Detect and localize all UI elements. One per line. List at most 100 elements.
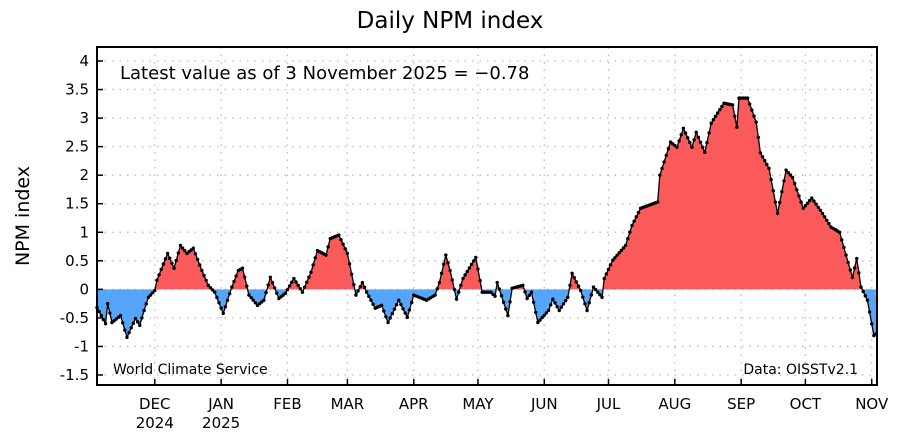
data-point [183, 249, 187, 253]
data-point [386, 320, 390, 325]
data-point [852, 266, 857, 270]
data-point [521, 283, 525, 288]
data-point [604, 272, 609, 276]
data-point [495, 280, 499, 285]
data-point [763, 158, 767, 163]
data-point [745, 96, 750, 100]
month-label: MAR [331, 395, 365, 413]
data-point [168, 256, 172, 261]
data-point [302, 285, 307, 289]
data-point [589, 293, 594, 297]
data-point [176, 251, 181, 255]
data-point [748, 102, 752, 106]
data-point [529, 290, 534, 294]
data-point [285, 287, 290, 292]
data-point [371, 302, 375, 306]
data-point [818, 208, 823, 213]
data-point [863, 294, 867, 298]
month-label: SEP [727, 395, 755, 413]
data-point [713, 114, 718, 119]
data-point [217, 301, 221, 305]
data-point [715, 111, 720, 115]
data-point [559, 305, 564, 309]
data-point [820, 211, 825, 216]
data-point [555, 304, 559, 309]
data-point [193, 252, 198, 256]
data-point [208, 285, 213, 290]
data-point [394, 302, 399, 307]
data-point [409, 300, 414, 305]
month-label: AUG [658, 395, 691, 413]
data-point [561, 302, 566, 306]
data-point [349, 272, 354, 276]
data-point [636, 210, 641, 215]
data-point [153, 288, 157, 293]
data-point [283, 291, 288, 296]
data-point [401, 307, 405, 311]
data-point [619, 248, 624, 253]
series-dots [95, 96, 878, 340]
data-point [452, 287, 457, 292]
y-tick-label: 1 [79, 223, 89, 241]
data-point [397, 298, 401, 302]
data-point [129, 326, 133, 330]
month-label: JUL [596, 395, 621, 413]
data-point [454, 297, 459, 301]
data-point [146, 295, 151, 300]
data-point [844, 253, 848, 257]
data-point [792, 181, 797, 186]
credit-right: Data: OISSTv2.1 [743, 362, 858, 378]
y-tick-label: 1.5 [65, 195, 89, 213]
data-point [191, 246, 196, 250]
data-point [536, 320, 540, 325]
data-point [735, 125, 739, 129]
data-point [583, 302, 587, 306]
data-point [870, 322, 874, 326]
data-point [123, 328, 127, 332]
data-point [311, 263, 315, 267]
data-point [812, 199, 816, 203]
data-point [198, 263, 202, 267]
data-point [266, 283, 270, 287]
data-point [157, 273, 161, 277]
data-point [467, 266, 472, 270]
data-point [392, 307, 397, 311]
data-point [769, 177, 773, 182]
y-tick-label: 0 [79, 280, 89, 298]
month-label: FEB [273, 395, 301, 413]
data-point [101, 317, 106, 322]
data-point [347, 262, 352, 266]
data-point [148, 293, 153, 297]
data-point [525, 296, 529, 301]
year-label: 2024 [136, 414, 174, 432]
positive-area [155, 98, 863, 290]
data-point [758, 151, 763, 155]
data-point [754, 120, 758, 124]
data-point [850, 275, 855, 280]
data-point [799, 200, 803, 204]
data-point [120, 321, 125, 325]
data-point [461, 276, 465, 281]
data-point [446, 261, 450, 265]
data-point [506, 313, 510, 318]
y-tick-label: -1.5 [60, 366, 89, 384]
data-point [859, 285, 863, 289]
data-point [245, 284, 249, 288]
data-point [574, 280, 579, 284]
data-point [437, 280, 442, 285]
data-point [593, 287, 598, 292]
y-tick-label: 2 [79, 166, 89, 184]
data-point [202, 273, 206, 278]
data-point [551, 297, 555, 301]
data-point [262, 298, 266, 302]
data-point [531, 300, 536, 305]
data-point [600, 295, 604, 300]
data-point [339, 237, 343, 242]
data-point [797, 194, 801, 198]
data-point [780, 190, 784, 194]
data-point [135, 320, 140, 324]
data-point [846, 260, 850, 265]
data-point [405, 315, 410, 320]
data-point [204, 278, 208, 283]
